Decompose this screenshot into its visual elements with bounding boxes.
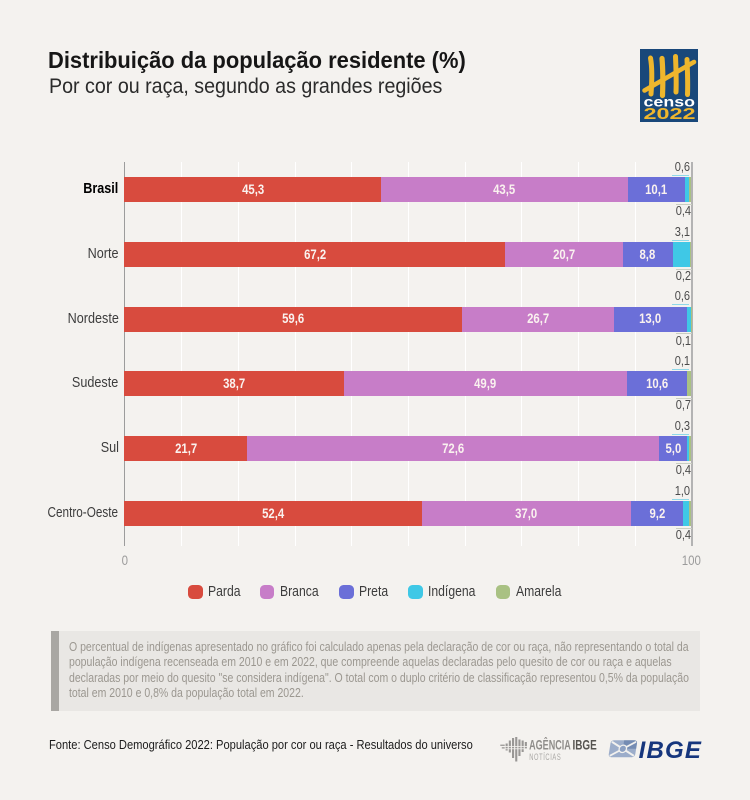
svg-text:AGÊNCIA: AGÊNCIA	[529, 738, 571, 753]
svg-text:censo: censo	[644, 94, 696, 110]
svg-text:NOTÍCIAS: NOTÍCIAS	[529, 751, 561, 762]
svg-text:IBGE: IBGE	[572, 737, 596, 753]
svg-text:2022: 2022	[644, 106, 696, 122]
svg-text:IBGE: IBGE	[639, 737, 702, 761]
